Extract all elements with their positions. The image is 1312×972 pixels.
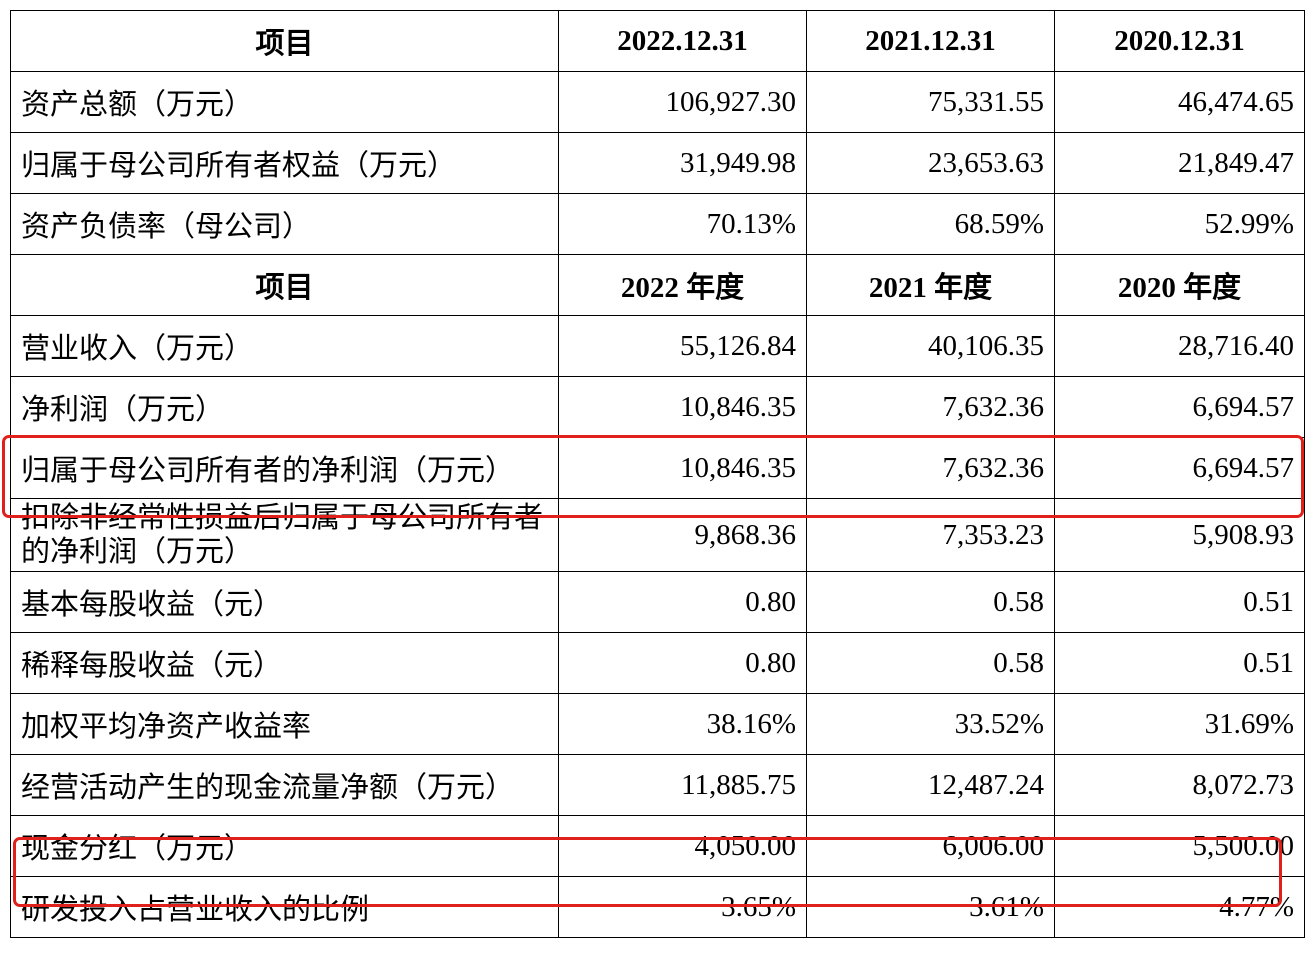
row-label: 经营活动产生的现金流量净额（万元） <box>10 754 559 816</box>
row-label: 基本每股收益（元） <box>10 571 559 633</box>
table-row: 资产负债率（母公司） 70.13% 68.59% 52.99% <box>10 193 1305 255</box>
row-label: 营业收入（万元） <box>10 315 559 377</box>
row-label: 资产总额（万元） <box>10 71 559 133</box>
cell-2020: 8,072.73 <box>1054 754 1305 816</box>
row-label: 扣除非经常性损益后归属于母公司所有者的净利润（万元） <box>10 498 559 572</box>
cell-2022: 106,927.30 <box>558 71 807 133</box>
row-label: 现金分红（万元） <box>10 815 559 877</box>
cell-2021: 7,353.23 <box>806 498 1055 572</box>
table-row: 资产总额（万元） 106,927.30 75,331.55 46,474.65 <box>10 71 1305 133</box>
financial-summary-table: 项目 2022.12.31 2021.12.31 2020.12.31 资产总额… <box>10 10 1305 938</box>
row-label: 归属于母公司所有者权益（万元） <box>10 132 559 194</box>
cell-2020: 6,694.57 <box>1054 376 1305 438</box>
header-cell-2020: 2020.12.31 <box>1054 10 1305 72</box>
cell-2022: 55,126.84 <box>558 315 807 377</box>
cell-2021: 33.52% <box>806 693 1055 755</box>
table-row: 扣除非经常性损益后归属于母公司所有者的净利润（万元） 9,868.36 7,35… <box>10 498 1305 572</box>
cell-2022: 4,050.00 <box>558 815 807 877</box>
cell-2021: 7,632.36 <box>806 437 1055 499</box>
cell-2021: 0.58 <box>806 571 1055 633</box>
cell-2021: 75,331.55 <box>806 71 1055 133</box>
cell-2022: 10,846.35 <box>558 437 807 499</box>
row-label: 加权平均净资产收益率 <box>10 693 559 755</box>
header-cell-2021: 2021.12.31 <box>806 10 1055 72</box>
cell-2021: 7,632.36 <box>806 376 1055 438</box>
cell-2022: 38.16% <box>558 693 807 755</box>
table-row: 基本每股收益（元） 0.80 0.58 0.51 <box>10 571 1305 633</box>
row-label: 归属于母公司所有者的净利润（万元） <box>10 437 559 499</box>
row-label: 稀释每股收益（元） <box>10 632 559 694</box>
cell-2020: 21,849.47 <box>1054 132 1305 194</box>
cell-2022: 0.80 <box>558 571 807 633</box>
cell-2022: 3.65% <box>558 876 807 938</box>
cell-2021: 6,006.00 <box>806 815 1055 877</box>
table-row: 归属于母公司所有者的净利润（万元） 10,846.35 7,632.36 6,6… <box>10 437 1305 499</box>
cell-2021: 68.59% <box>806 193 1055 255</box>
header-cell-item: 项目 <box>10 254 559 316</box>
cell-2022: 70.13% <box>558 193 807 255</box>
row-label: 资产负债率（母公司） <box>10 193 559 255</box>
header-cell-2022: 2022.12.31 <box>558 10 807 72</box>
table-row: 营业收入（万元） 55,126.84 40,106.35 28,716.40 <box>10 315 1305 377</box>
cell-2020: 5,908.93 <box>1054 498 1305 572</box>
table-subheader-row: 项目 2022 年度 2021 年度 2020 年度 <box>10 254 1305 316</box>
cell-2020: 6,694.57 <box>1054 437 1305 499</box>
cell-2020: 46,474.65 <box>1054 71 1305 133</box>
cell-2022: 10,846.35 <box>558 376 807 438</box>
table-row: 稀释每股收益（元） 0.80 0.58 0.51 <box>10 632 1305 694</box>
cell-2020: 52.99% <box>1054 193 1305 255</box>
table-row: 加权平均净资产收益率 38.16% 33.52% 31.69% <box>10 693 1305 755</box>
cell-2020: 0.51 <box>1054 632 1305 694</box>
header-cell-2022-year: 2022 年度 <box>558 254 807 316</box>
cell-2021: 12,487.24 <box>806 754 1055 816</box>
cell-2020: 5,500.00 <box>1054 815 1305 877</box>
cell-2021: 23,653.63 <box>806 132 1055 194</box>
table-row: 研发投入占营业收入的比例 3.65% 3.61% 4.77% <box>10 876 1305 938</box>
table-row: 现金分红（万元） 4,050.00 6,006.00 5,500.00 <box>10 815 1305 877</box>
header-cell-2021-year: 2021 年度 <box>806 254 1055 316</box>
cell-2022: 0.80 <box>558 632 807 694</box>
cell-2020: 31.69% <box>1054 693 1305 755</box>
cell-2022: 31,949.98 <box>558 132 807 194</box>
header-cell-2020-year: 2020 年度 <box>1054 254 1305 316</box>
table-row: 归属于母公司所有者权益（万元） 31,949.98 23,653.63 21,8… <box>10 132 1305 194</box>
table-row: 经营活动产生的现金流量净额（万元） 11,885.75 12,487.24 8,… <box>10 754 1305 816</box>
cell-2021: 3.61% <box>806 876 1055 938</box>
header-cell-item: 项目 <box>10 10 559 72</box>
cell-2020: 28,716.40 <box>1054 315 1305 377</box>
cell-2021: 40,106.35 <box>806 315 1055 377</box>
cell-2021: 0.58 <box>806 632 1055 694</box>
table-row: 净利润（万元） 10,846.35 7,632.36 6,694.57 <box>10 376 1305 438</box>
table-header-row: 项目 2022.12.31 2021.12.31 2020.12.31 <box>10 10 1305 72</box>
cell-2022: 9,868.36 <box>558 498 807 572</box>
cell-2020: 4.77% <box>1054 876 1305 938</box>
row-label: 研发投入占营业收入的比例 <box>10 876 559 938</box>
cell-2022: 11,885.75 <box>558 754 807 816</box>
cell-2020: 0.51 <box>1054 571 1305 633</box>
row-label: 净利润（万元） <box>10 376 559 438</box>
